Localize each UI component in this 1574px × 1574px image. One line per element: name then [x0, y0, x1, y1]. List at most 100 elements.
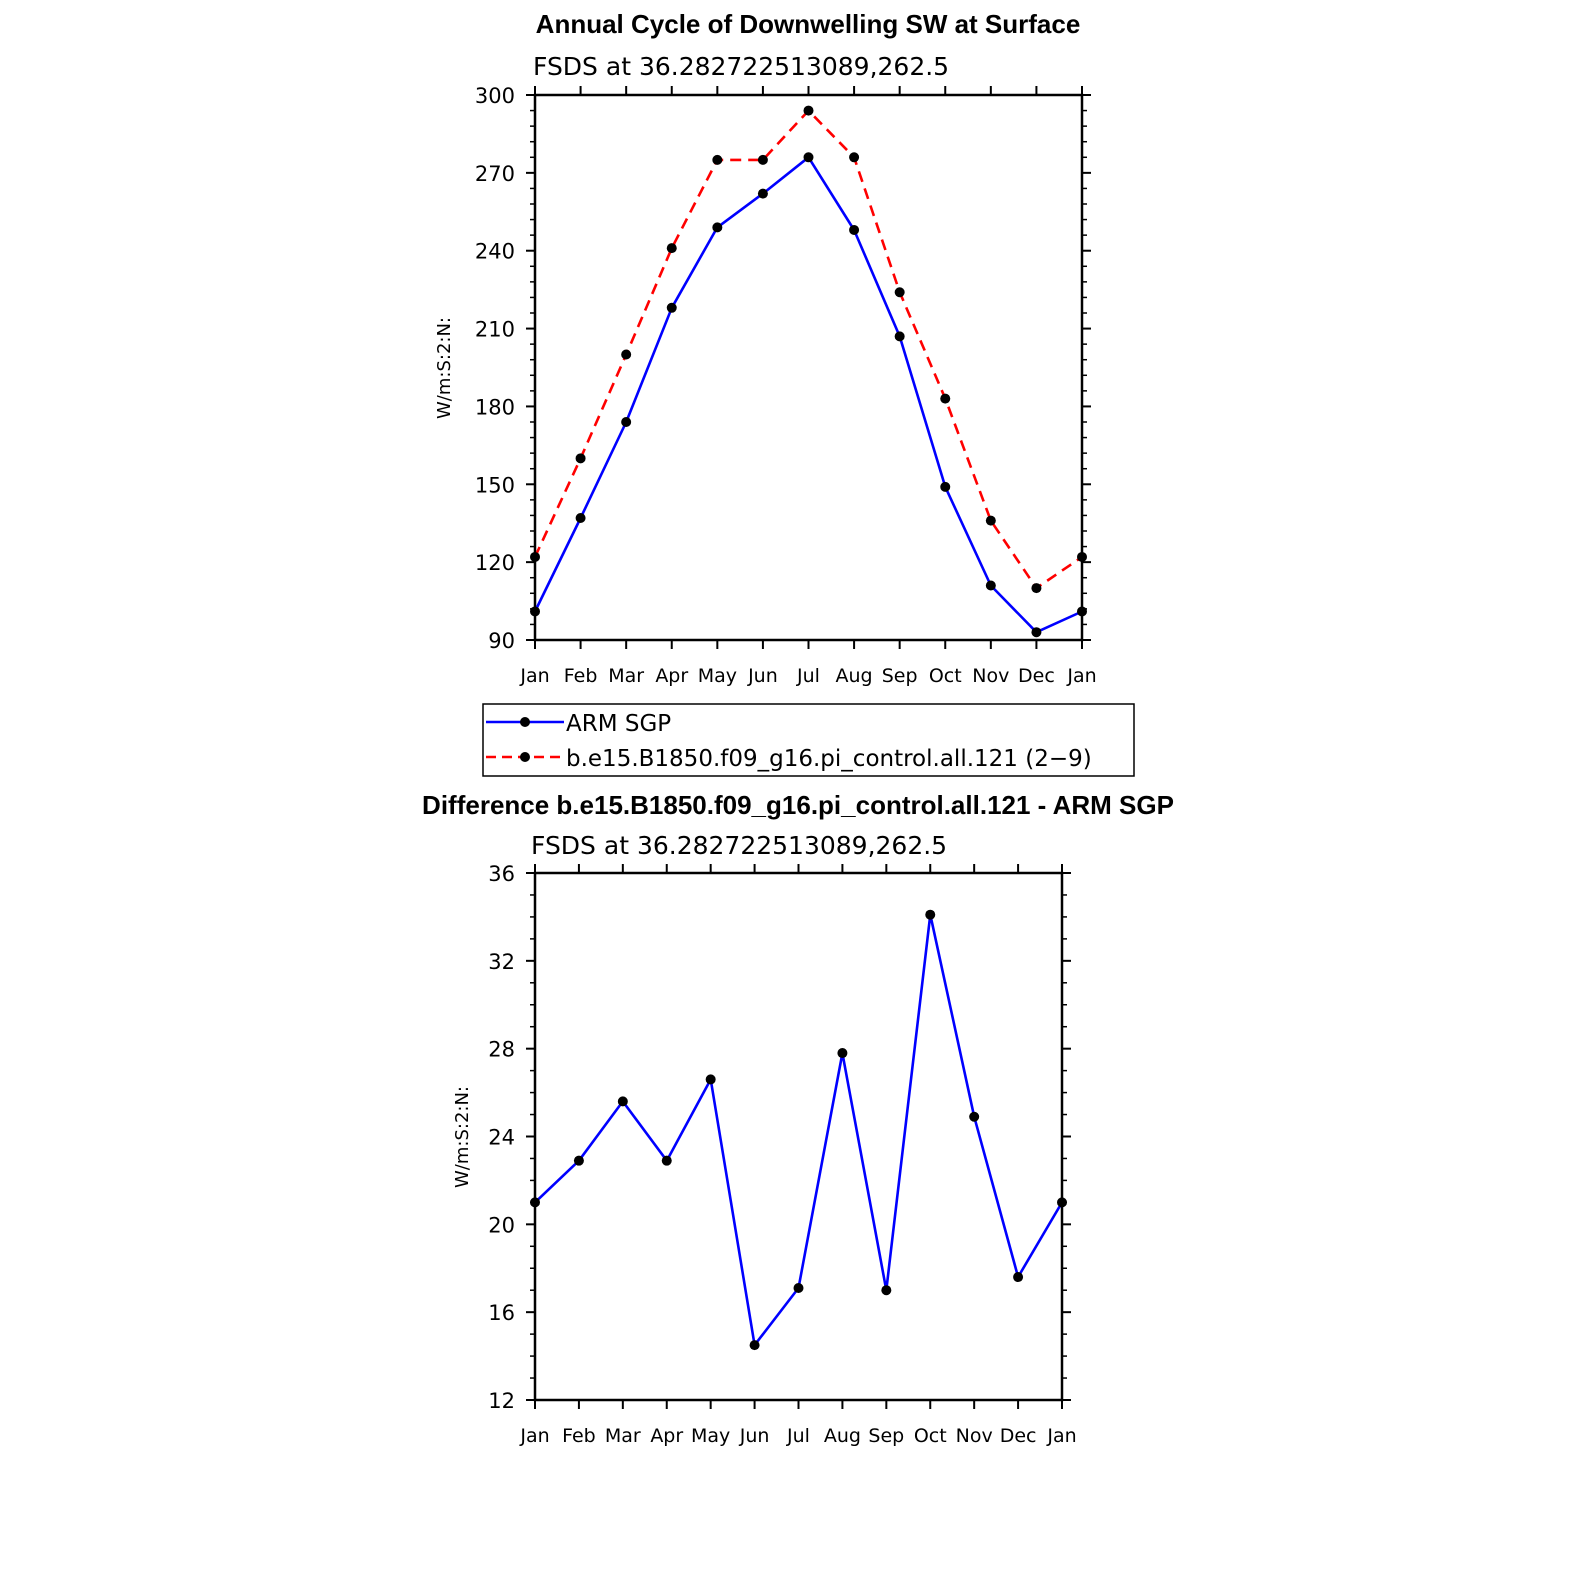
data-point-difference-3: [661, 1155, 672, 1166]
data-point-difference-12: [1057, 1197, 1067, 1208]
data-point-difference-8: [881, 1285, 892, 1296]
x-tick-label-apr: Apr: [650, 1425, 683, 1447]
data-point-arm-sgp-11: [1031, 627, 1042, 638]
legend-label-model: b.e15.B1850.f09_g16.pi_control.all.121 (…: [566, 746, 1092, 772]
data-point-arm-sgp-0: [530, 606, 540, 617]
legend-label-arm-sgp: ARM SGP: [566, 711, 671, 737]
x-tick-label-oct: Oct: [914, 1425, 947, 1447]
plot-frame: [533, 871, 1064, 1402]
data-point-difference-0: [530, 1197, 540, 1208]
data-point-b-e15-b1850-f09-g16-pi-control-all-121-2-9-12: [1077, 551, 1087, 562]
chart-subtitle: FSDS at 36.282722513089,262.5: [531, 831, 947, 860]
chart-annual-cycle: Annual Cycle of Downwelling SW at Surfac…: [434, 9, 1135, 777]
x-tick-label-nov: Nov: [972, 665, 1009, 687]
data-point-b-e15-b1850-f09-g16-pi-control-all-121-2-9-3: [666, 243, 677, 254]
data-point-b-e15-b1850-f09-g16-pi-control-all-121-2-9-4: [712, 154, 723, 165]
y-tick-label: 90: [488, 629, 515, 653]
y-tick-label: 150: [475, 473, 515, 497]
data-point-difference-5: [749, 1340, 760, 1351]
plot-area: 12 16 20 24 28 32 36 Jan Feb Mar Apr May Jun Jul Aug Se…: [488, 862, 1076, 1447]
data-point-b-e15-b1850-f09-g16-pi-control-all-121-2-9-1: [575, 453, 586, 464]
data-point-arm-sgp-4: [712, 222, 723, 233]
x-tick-label-aug: Aug: [824, 1425, 861, 1447]
x-tick-label-oct: Oct: [929, 665, 962, 687]
chart-title: Annual Cycle of Downwelling SW at Surfac…: [536, 9, 1081, 39]
y-axis-label: W/m:S:2:N:: [452, 1086, 473, 1188]
data-point-arm-sgp-2: [621, 417, 632, 427]
y-tick-label: 36: [488, 862, 515, 886]
x-tick-label-sep: Sep: [882, 665, 918, 687]
legend-entry-arm-sgp: ARM SGP: [486, 711, 671, 737]
data-point-b-e15-b1850-f09-g16-pi-control-all-121-2-9-7: [849, 152, 860, 163]
data-point-arm-sgp-1: [575, 513, 586, 524]
chart-title: Difference b.e15.B1850.f09_g16.pi_contro…: [422, 790, 1174, 820]
y-tick-label: 28: [488, 1038, 515, 1062]
data-point-difference-1: [573, 1155, 584, 1166]
x-tick-label-feb: Feb: [564, 665, 598, 687]
x-tick-label-jun: Jun: [747, 665, 778, 687]
data-point-arm-sgp-8: [894, 331, 905, 342]
chart-subtitle: FSDS at 36.282722513089,262.5: [533, 52, 949, 81]
data-point-b-e15-b1850-f09-g16-pi-control-all-121-2-9-5: [757, 154, 768, 165]
x-tick-label-mar: Mar: [608, 665, 644, 687]
y-tick-label: 32: [488, 950, 515, 974]
x-tick-label-may: May: [698, 665, 737, 687]
y-tick-label: 24: [488, 1126, 515, 1150]
x-tick-label-may: May: [691, 1425, 730, 1447]
y-tick-label: 120: [475, 551, 515, 575]
y-tick-label: 210: [475, 318, 515, 342]
data-point-b-e15-b1850-f09-g16-pi-control-all-121-2-9-10: [985, 515, 996, 526]
x-tick-label-jan: Jan: [1066, 665, 1096, 687]
data-point-difference-6: [793, 1283, 804, 1294]
data-point-arm-sgp-10: [985, 580, 996, 591]
x-tick-label-aug: Aug: [836, 665, 873, 687]
x-tick-label-jul: Jul: [786, 1425, 810, 1447]
data-point-difference-7: [837, 1048, 848, 1059]
y-tick-label: 20: [488, 1213, 515, 1237]
plot-frame: [533, 93, 1084, 642]
y-tick-label: 16: [488, 1301, 515, 1325]
data-point-difference-4: [705, 1074, 716, 1085]
y-tick-label: 180: [475, 395, 515, 419]
y-tick-label: 300: [475, 84, 515, 108]
series-line-arm-sgp: [533, 156, 1083, 634]
legend-box: [482, 703, 1135, 777]
data-point-difference-11: [1013, 1272, 1024, 1283]
data-point-arm-sgp-6: [803, 152, 814, 163]
data-point-arm-sgp-12: [1077, 606, 1087, 617]
legend-entry-model: b.e15.B1850.f09_g16.pi_control.all.121 (…: [486, 746, 1092, 772]
y-tick-label: 240: [475, 240, 515, 264]
x-tick-label-jan: Jan: [519, 665, 549, 687]
y-axis-label: W/m:S:2:N:: [434, 317, 455, 419]
legend: ARM SGP b.e15.B1850.f09_g16.pi_control.a…: [482, 703, 1135, 777]
plot-area: 90 120 150 180 210 240 270 300 Jan Feb Mar Apr May Ju…: [475, 84, 1097, 687]
x-tick-label-nov: Nov: [956, 1425, 993, 1447]
x-tick-label-sep: Sep: [868, 1425, 904, 1447]
x-tick-label-jan: Jan: [519, 1425, 549, 1447]
y-tick-label: 12: [488, 1389, 515, 1413]
data-point-b-e15-b1850-f09-g16-pi-control-all-121-2-9-8: [894, 287, 905, 298]
x-tick-label-dec: Dec: [1000, 1425, 1037, 1447]
data-point-arm-sgp-3: [666, 302, 677, 313]
data-point-b-e15-b1850-f09-g16-pi-control-all-121-2-9-6: [803, 105, 814, 116]
data-point-arm-sgp-9: [940, 481, 951, 492]
series-line-difference: [534, 913, 1064, 1347]
chart-difference: Difference b.e15.B1850.f09_g16.pi_contro…: [422, 790, 1174, 1447]
data-point-b-e15-b1850-f09-g16-pi-control-all-121-2-9-11: [1031, 583, 1042, 594]
data-point-b-e15-b1850-f09-g16-pi-control-all-121-2-9-9: [940, 393, 951, 404]
x-tick-label-jan: Jan: [1046, 1425, 1076, 1447]
data-point-difference-2: [617, 1096, 628, 1107]
legend-marker-arm-sgp: [520, 717, 530, 727]
x-tick-label-jun: Jun: [739, 1425, 770, 1447]
data-point-difference-9: [925, 909, 936, 920]
legend-marker-model: [520, 752, 530, 762]
data-point-arm-sgp-5: [757, 188, 768, 199]
data-point-b-e15-b1850-f09-g16-pi-control-all-121-2-9-2: [621, 349, 632, 360]
data-point-difference-10: [969, 1111, 980, 1122]
y-tick-label: 270: [475, 162, 515, 186]
data-point-b-e15-b1850-f09-g16-pi-control-all-121-2-9-0: [530, 551, 540, 562]
data-point-arm-sgp-7: [849, 224, 860, 235]
series-line-b-e15-b1850-f09-g16-pi-control-all-121-2-9: [533, 109, 1083, 590]
x-tick-label-feb: Feb: [562, 1425, 596, 1447]
